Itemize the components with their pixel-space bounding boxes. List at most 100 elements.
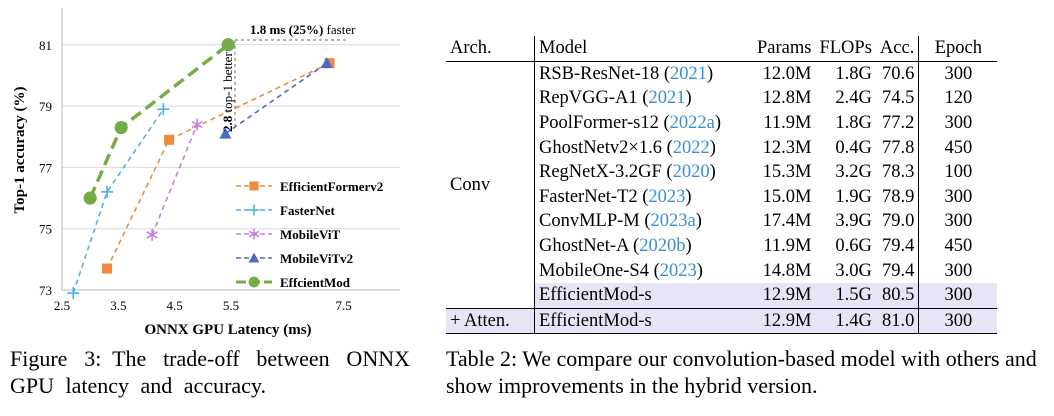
flops-cell: 1.8G xyxy=(835,113,872,134)
model-name: EfficientMod-s xyxy=(539,285,652,306)
model-paren: ) xyxy=(685,186,692,207)
params-cell: 15.0M xyxy=(762,186,812,207)
header-model: Model xyxy=(534,36,753,62)
model-cell: EfficientMod-s xyxy=(534,282,753,309)
asterisk-marker xyxy=(248,230,260,238)
better-annotation: 2.8 top-1 better xyxy=(220,52,235,132)
y-tick-label: 75 xyxy=(39,222,52,237)
model-cell: RegNetX-3.2GF (2020) xyxy=(534,159,753,185)
model-cell: GhostNet-A (2020b) xyxy=(534,233,753,259)
flops-cell: 1.8G xyxy=(835,63,872,84)
params-cell: 17.4M xyxy=(762,211,812,232)
x-tick-label: 2.5 xyxy=(54,298,70,313)
params-cell: 11.9M xyxy=(763,113,812,134)
model-cell: MobileOne-S4 (2023) xyxy=(534,258,753,283)
triangle-marker xyxy=(219,127,232,139)
legend-label: EfficientFormerv2 xyxy=(280,179,383,194)
y-axis-label: Top-1 accuracy (%) xyxy=(12,87,28,214)
model-year: 2020b xyxy=(639,236,686,257)
epoch-cell: 300 xyxy=(944,63,973,84)
model-year: 2023a xyxy=(650,211,696,232)
table-caption: Table 2: We compare our convolution-base… xyxy=(446,346,1037,398)
flops-cell: 1.4G xyxy=(815,307,876,335)
y-tick-label: 77 xyxy=(39,160,53,175)
epoch-cell: 300 xyxy=(944,186,973,207)
model-name: GhostNetv2×1.6 ( xyxy=(539,137,673,158)
model-name: PoolFormer-s12 ( xyxy=(539,113,670,134)
params-cell: 12.9M xyxy=(753,307,816,335)
model-year: 2022 xyxy=(672,137,710,158)
header-arch: Arch. xyxy=(446,36,535,62)
flops-cell: 0.4G xyxy=(835,137,872,158)
series-fasternet xyxy=(67,103,170,300)
acc-cell: 77.2 xyxy=(875,110,920,136)
x-tick-label: 3.5 xyxy=(110,298,126,313)
header-acc: Acc. xyxy=(875,36,920,62)
header-flops: FLOPs xyxy=(815,36,876,62)
epoch-cell: 120 xyxy=(944,88,973,109)
flops-cell: 0.6G xyxy=(835,236,872,257)
table-row: GhostNet-A (2020b) 11.9M 0.6G 79.4 450 xyxy=(446,233,997,259)
y-tick-labels: 73 75 77 79 81 xyxy=(39,38,53,298)
model-name: GhostNet-A ( xyxy=(539,236,640,257)
params-cell: 14.8M xyxy=(762,260,812,281)
circle-marker xyxy=(221,38,235,52)
x-axis-label: ONNX GPU Latency (ms) xyxy=(144,322,311,338)
model-name: FasterNet-T2 ( xyxy=(539,186,649,207)
series-line xyxy=(88,43,230,199)
params-cell: 12.3M xyxy=(762,137,812,158)
model-paren: ) xyxy=(685,236,692,257)
model-paren: ) xyxy=(709,162,716,183)
legend-label: MobileViTv2 xyxy=(280,251,353,266)
model-paren: ) xyxy=(696,260,703,281)
params-cell: 15.3M xyxy=(762,162,812,183)
chart-legend: EfficientFormerv2 FasterNet MobileViT Mobil… xyxy=(236,179,383,290)
table-row-atten: + Atten. EfficientMod-s 12.9M 1.4G 81.0 300 xyxy=(446,307,998,335)
acc-cell: 79.0 xyxy=(875,209,920,234)
legend-label: EffcientMod xyxy=(280,275,351,290)
acc-cell: 81.0 xyxy=(875,307,920,335)
params-cell: 12.0M xyxy=(762,63,812,84)
model-cell: EfficientMod-s xyxy=(534,307,753,335)
square-marker xyxy=(164,134,175,145)
series-effcientmod xyxy=(83,38,235,205)
epoch-cell: 450 xyxy=(944,137,973,158)
model-paren: ) xyxy=(695,211,702,232)
x-tick-labels: 2.5 3.5 4.5 5.5 7.5 xyxy=(54,298,352,313)
flops-cell: 3.9G xyxy=(835,211,872,232)
model-year: 2023 xyxy=(659,260,697,281)
results-table: Arch. Model Params FLOPs Acc. Epoch Conv… xyxy=(446,36,998,335)
figure-caption-label: Figure 3: xyxy=(10,346,102,371)
square-marker xyxy=(102,263,113,274)
table-row: FasterNet-T2 (2023) 15.0M 1.9G 78.9 300 xyxy=(446,184,997,210)
series-line xyxy=(72,108,165,294)
flops-cell: 2.4G xyxy=(835,88,872,109)
triangle-marker xyxy=(320,57,333,69)
circle-marker xyxy=(248,276,260,288)
legend-label: FasterNet xyxy=(280,203,336,218)
model-name: ConvMLP-M ( xyxy=(539,211,651,232)
epoch-cell: 100 xyxy=(944,162,973,183)
table-row: PoolFormer-s12 (2022a) 11.9M 1.8G 77.2 300 xyxy=(446,110,997,136)
epoch-cell: 300 xyxy=(944,260,973,281)
y-tick-label: 79 xyxy=(39,99,52,114)
epoch-cell: 450 xyxy=(944,236,973,257)
model-name: MobileOne-S4 ( xyxy=(539,260,660,281)
model-name: RegNetX-3.2GF ( xyxy=(539,162,673,183)
acc-cell: 78.3 xyxy=(875,159,920,185)
model-year: 2023 xyxy=(648,186,686,207)
model-paren: ) xyxy=(714,113,722,134)
model-paren: ) xyxy=(685,88,692,109)
model-cell: RSB-ResNet-18 (2021) xyxy=(534,61,753,87)
square-marker xyxy=(249,181,259,191)
header-epoch: Epoch xyxy=(918,36,998,62)
series-mobilevitv2 xyxy=(219,57,333,139)
acc-cell: 74.5 xyxy=(875,86,920,111)
series-line xyxy=(106,62,330,269)
x-tick-label: 4.5 xyxy=(167,298,183,313)
acc-cell: 80.5 xyxy=(875,282,920,309)
model-cell: FasterNet-T2 (2023) xyxy=(534,184,753,210)
asterisk-marker xyxy=(146,231,158,239)
model-cell: GhostNetv2×1.6 (2022) xyxy=(534,135,753,160)
series-line xyxy=(224,62,328,135)
